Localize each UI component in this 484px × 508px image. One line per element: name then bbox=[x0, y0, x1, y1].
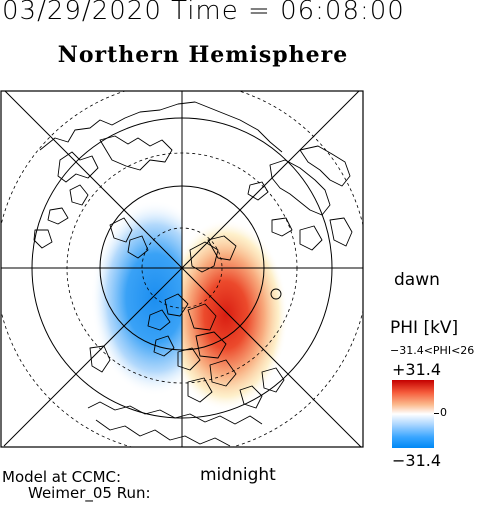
colorbar-range: −31.4<PHI<26 bbox=[390, 344, 475, 357]
polar-potential-map bbox=[0, 90, 364, 448]
model-label: Model at CCMC: bbox=[2, 468, 122, 486]
coastlines bbox=[33, 101, 353, 447]
colorbar bbox=[392, 380, 434, 448]
plot-frame bbox=[0, 90, 364, 448]
positive-potential-cell bbox=[182, 219, 288, 411]
colorbar-min-label: −31.4 bbox=[392, 451, 442, 470]
colorbar-zero-tick bbox=[434, 413, 439, 414]
run-label: Weimer_05 Run: bbox=[28, 484, 151, 502]
meridian-line bbox=[4, 91, 362, 447]
dawn-label: dawn bbox=[394, 270, 440, 290]
timestamp: 03/29/2020 Time = 06:08:00 bbox=[2, 0, 405, 26]
colorbar-zero-label: 0 bbox=[440, 406, 447, 419]
meridian-line bbox=[3, 91, 360, 447]
hemisphere-title: Northern Hemisphere bbox=[57, 42, 349, 68]
midnight-label: midnight bbox=[200, 465, 276, 485]
colorbar-title: PHI [kV] bbox=[390, 318, 459, 338]
colorbar-max-label: +31.4 bbox=[392, 360, 442, 379]
